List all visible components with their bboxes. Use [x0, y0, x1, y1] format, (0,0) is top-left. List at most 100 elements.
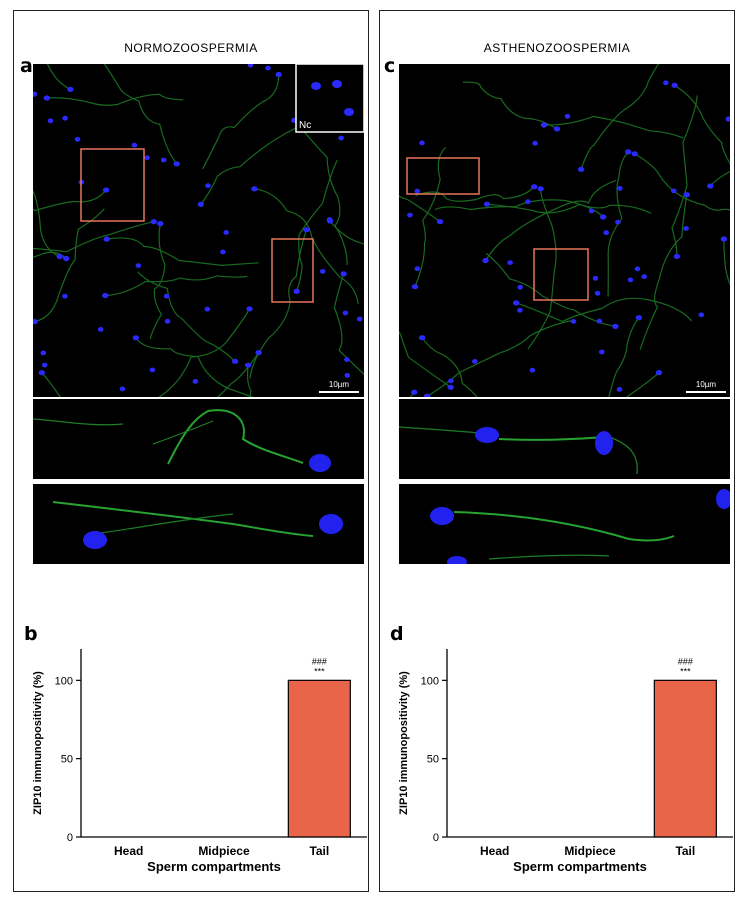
sperm-tail: [607, 151, 629, 297]
sperm-nucleus: [407, 212, 413, 218]
scale-bar-label: 10µm: [696, 380, 717, 389]
sperm-nucleus: [600, 214, 607, 220]
sperm-nucleus: [38, 370, 45, 376]
sperm-nucleus: [135, 263, 142, 268]
sperm-tail: [399, 195, 441, 223]
sperm-nucleus: [149, 367, 156, 373]
micrograph-main: 10µm: [399, 64, 730, 397]
sperm-nucleus: [635, 315, 643, 321]
sperm-nucleus: [246, 306, 253, 312]
y-tick-label: 100: [55, 675, 73, 687]
panel-title: NORMOZOOSPERMIA: [124, 41, 258, 55]
sperm-tail: [485, 179, 617, 261]
sperm-nucleus: [40, 350, 47, 356]
sperm-nucleus: [517, 284, 523, 290]
sperm-nucleus: [344, 357, 350, 362]
sperm-tail: [462, 81, 558, 130]
significance-marker: ***: [680, 666, 691, 676]
sperm-nucleus: [265, 65, 271, 71]
sperm-nucleus: [338, 135, 344, 141]
sperm-nucleus: [62, 293, 68, 299]
sperm-tail: [580, 64, 660, 170]
y-axis-label: ZIP10 immunopositivity (%): [398, 671, 410, 815]
bar-tail: [287, 679, 351, 838]
sperm-nucleus: [119, 386, 126, 392]
sperm-nucleus: [599, 349, 605, 355]
sperm-tail: [202, 74, 280, 170]
asthenozoospermia-panel: ASTHENOZOOSPERMIA c 10µm: [379, 10, 735, 892]
y-tick-label: 50: [61, 754, 73, 766]
nc-inset: [295, 64, 364, 133]
sperm-tail: [723, 238, 730, 286]
sperm-tail: [46, 93, 184, 106]
sperm-nucleus: [588, 208, 595, 214]
roi-box: [80, 148, 145, 222]
significance-marker: ***: [314, 666, 325, 676]
x-tick-label: Tail: [309, 844, 329, 858]
sperm-nucleus: [411, 389, 418, 395]
sperm-tail: [149, 223, 166, 340]
sperm-tail: [106, 237, 259, 267]
sperm-tail: [217, 352, 260, 397]
sperm-nucleus: [33, 319, 38, 325]
sperm-nucleus: [102, 187, 110, 193]
micrograph-zoom-1: [33, 399, 364, 479]
sperm-nucleus: [326, 217, 333, 222]
x-tick-label: Head: [480, 844, 509, 858]
sperm-tail: [33, 221, 154, 253]
bar-chart-svg: 0 50 100 ZIP10 immunopositivity (%) Head Midp…: [398, 649, 733, 874]
micrograph-main-svg: 10µm: [399, 64, 730, 397]
bar-tail: [653, 679, 717, 838]
sperm-nucleus: [33, 91, 38, 97]
sperm-nucleus: [707, 183, 714, 189]
sperm-nucleus: [418, 335, 426, 341]
sperm-nucleus: [144, 155, 150, 161]
sperm-nucleus: [625, 149, 632, 155]
roi-box: [406, 157, 480, 195]
sperm-nucleus: [436, 219, 444, 225]
sperm-tail: [46, 64, 71, 90]
sperm-nucleus: [204, 306, 211, 312]
normozoospermia-panel: NORMOZOOSPERMIA a Nc 10µm: [13, 10, 369, 892]
x-axis-label: Sperm compartments: [147, 859, 281, 874]
sperm-tail: [33, 189, 107, 212]
sperm-nucleus: [132, 335, 140, 341]
sperm-nucleus: [537, 186, 544, 192]
micrograph-zoom-2: [33, 484, 364, 564]
sperm-tail: [296, 159, 338, 292]
sperm-tail: [41, 372, 61, 397]
sperm-tail: [639, 194, 688, 350]
sperm-nucleus: [673, 253, 681, 259]
y-tick-label: 50: [427, 754, 439, 766]
sperm-nucleus: [319, 269, 326, 274]
roi-box: [533, 248, 589, 301]
sperm-nucleus: [173, 161, 180, 167]
sperm-tail: [674, 84, 730, 165]
sperm-nucleus: [419, 140, 425, 146]
sperm-nucleus: [131, 142, 138, 148]
sperm-nucleus: [424, 393, 431, 397]
sperm-nucleus: [97, 327, 104, 332]
sperm-nucleus: [205, 183, 211, 189]
sperm-nucleus: [655, 370, 663, 376]
sperm-nucleus: [592, 275, 599, 281]
sperm-tail: [434, 199, 604, 218]
x-tick-label: Midpiece: [198, 844, 250, 858]
significance-marker: ###: [312, 656, 327, 666]
sperm-tail: [421, 337, 478, 397]
sperm-tail: [333, 273, 364, 376]
sperm-nucleus: [698, 312, 705, 318]
sperm-tail: [246, 365, 252, 397]
sperm-nucleus: [293, 288, 300, 294]
sperm-tail: [709, 170, 730, 187]
inset-label: Nc: [299, 120, 311, 131]
sperm-tail: [33, 251, 67, 259]
sperm-nucleus: [447, 384, 454, 390]
sperm-nucleus: [255, 350, 262, 356]
x-tick-label: Head: [114, 844, 143, 858]
sperm-nucleus: [411, 284, 419, 290]
sperm-nucleus: [275, 71, 282, 78]
sperm-tail: [414, 146, 447, 287]
sperm-nucleus: [570, 319, 577, 324]
sperm-nucleus: [720, 236, 728, 242]
